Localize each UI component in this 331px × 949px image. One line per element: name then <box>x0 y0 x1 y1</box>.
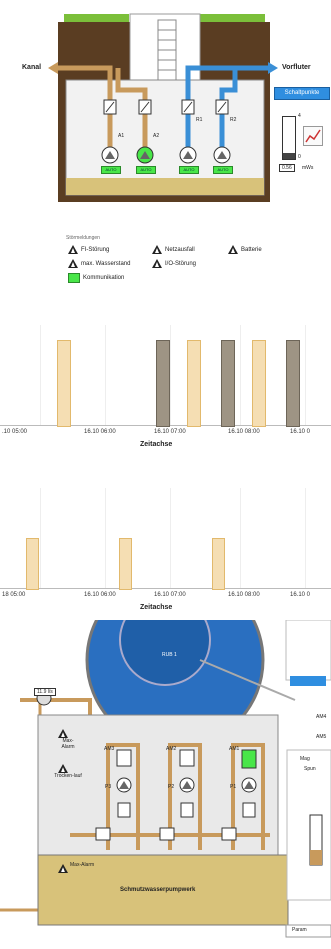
level-gauge <box>282 116 296 160</box>
auto-badge[interactable]: AUTO <box>179 166 199 174</box>
x-tick: 16.10 06:00 <box>84 592 116 598</box>
auto-badge[interactable]: AUTO <box>101 166 121 174</box>
gauge-value: 0.56 <box>279 164 295 172</box>
trend-icon[interactable] <box>303 126 323 146</box>
label-vorfluter: Vorfluter <box>282 64 311 71</box>
pipe-vorfluter <box>185 65 268 150</box>
param-button[interactable]: Param <box>292 927 307 933</box>
sump-water <box>66 178 264 195</box>
gauge-max: 4 <box>298 113 301 119</box>
legend-item: I/O-Störung <box>152 259 196 268</box>
pump-label: A2 <box>153 133 160 139</box>
side-label: Mag <box>300 756 310 762</box>
schaltpunkte-button[interactable]: Schaltpunkte <box>274 87 330 100</box>
chart-bar <box>221 340 235 427</box>
chart-2: 18 05:00 16.10 06:00 16.10 07:00 16.10 0… <box>0 488 331 618</box>
x-axis-title: Zeitachse <box>140 441 173 448</box>
x-tick: 16.10 08:00 <box>228 429 260 435</box>
sump <box>37 854 289 926</box>
alarm-dry-label: Trocken-lauf <box>54 773 82 779</box>
overview-diagram <box>0 0 331 215</box>
legend-title: Störmeldungen <box>66 235 100 241</box>
auto-badge[interactable]: AUTO <box>136 166 156 174</box>
alarm-max-icon <box>58 725 68 743</box>
warning-icon <box>228 245 238 254</box>
pipe-kanal <box>56 65 113 150</box>
flow-readout: 11.9 l/s <box>34 688 56 696</box>
motor-label: AM2 <box>166 746 177 752</box>
right-label: AM5 <box>316 734 327 740</box>
legend-item: FI-Störung <box>68 245 109 254</box>
x-tick: .10 05:00 <box>2 429 28 435</box>
right-label: AM4 <box>316 714 327 720</box>
level-gauge-fill <box>283 153 295 159</box>
x-tick: 16.10 07:00 <box>154 592 186 598</box>
legend-item: Kommunikation <box>68 273 124 283</box>
tank-alarm-label: Max-Alarm <box>70 862 95 868</box>
alarm-max-label: Max-Alarm <box>61 738 75 750</box>
x-tick: 16.10 0 <box>290 429 311 435</box>
chart-bar <box>57 340 71 427</box>
x-tick: 16.10 08:00 <box>228 592 260 598</box>
warning-icon <box>152 259 162 268</box>
gauge-min: 0 <box>298 154 301 160</box>
pump-label: P2 <box>168 784 175 790</box>
arrow-vorfluter <box>268 62 278 74</box>
plant-diagram <box>0 570 331 944</box>
warning-icon <box>152 245 162 254</box>
x-tick: 18 05:00 <box>2 592 26 598</box>
chart-bar <box>119 538 132 590</box>
comm-status-icon <box>68 273 80 283</box>
grass-right <box>200 14 265 24</box>
alarm-dry-icon <box>58 760 68 778</box>
x-tick: 16.10 07:00 <box>154 429 186 435</box>
motor-label: AM3 <box>104 746 115 752</box>
chart-bar <box>286 340 300 427</box>
plant-svg <box>0 570 331 938</box>
chamber <box>65 79 265 196</box>
chart-bar <box>156 340 170 427</box>
arrow-kanal <box>48 62 58 74</box>
x-axis-title: Zeitachse <box>140 604 173 611</box>
pump-label: R1 <box>196 117 203 123</box>
legend-item: Netzausfall <box>152 245 195 254</box>
tank-label: RUB 1 <box>162 652 177 658</box>
chart-bar <box>187 340 201 427</box>
side-sub: Spun <box>304 766 316 772</box>
chart-bar <box>252 340 266 427</box>
legend-item: max. Wasserstand <box>68 259 130 268</box>
x-tick: 16.10 06:00 <box>84 429 116 435</box>
pump-label: P1 <box>230 784 237 790</box>
warning-icon <box>68 245 78 254</box>
motor-label: AM1 <box>229 746 240 752</box>
label-kanal: Kanal <box>22 64 42 71</box>
warning-icon <box>68 259 78 268</box>
chart-bar <box>26 538 39 590</box>
chart-bar <box>212 538 225 590</box>
auto-badge[interactable]: AUTO <box>213 166 233 174</box>
station-box <box>37 714 279 856</box>
chart-1: .10 05:00 16.10 06:00 16.10 07:00 16.10 … <box>0 325 331 455</box>
fault-legend: Störmeldungen FI-Störung Netzausfall Bat… <box>62 233 331 283</box>
grass-left <box>64 14 129 24</box>
pump-label: P3 <box>105 784 112 790</box>
gauge-unit: mWs <box>302 165 314 171</box>
pump-label: R2 <box>230 117 237 123</box>
legend-item: Batterie <box>228 245 262 254</box>
station-label: Schmutzwasserpumpwerk <box>120 887 196 893</box>
tank-alarm-icon <box>58 860 68 878</box>
x-tick: 16.10 0 <box>290 592 311 598</box>
overview-svg <box>48 13 278 202</box>
pump-label: A1 <box>118 133 125 139</box>
